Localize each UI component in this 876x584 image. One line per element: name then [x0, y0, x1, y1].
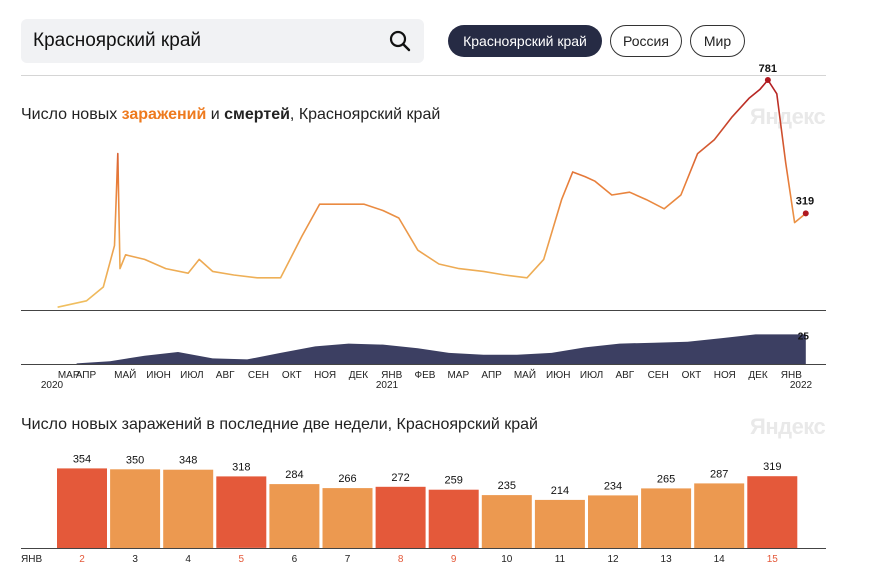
year-label-2021: 2021: [376, 380, 399, 391]
bar-7: [322, 488, 373, 548]
month-tick-15: ИЮН: [546, 370, 571, 381]
bar-tick-7: 7: [345, 554, 351, 565]
month-tick-2: МАЙ: [114, 368, 136, 381]
month-tick-3: ИЮН: [146, 370, 171, 381]
bar-2: [57, 468, 107, 548]
month-tick-0: МАР: [58, 370, 80, 381]
bar-13: [641, 488, 692, 548]
last-marker: [802, 210, 809, 217]
bar-value-6: 284: [285, 469, 303, 481]
month-tick-19: ОКТ: [682, 370, 702, 381]
bar-15: [747, 476, 798, 548]
search-icon[interactable]: [388, 29, 412, 53]
bar-value-5: 318: [232, 461, 250, 473]
title-infections: заражений: [121, 106, 207, 123]
month-tick-5: АВГ: [216, 370, 235, 381]
bar-tick-6: 6: [292, 554, 298, 565]
bar-5: [216, 476, 267, 548]
bar-value-11: 214: [551, 485, 569, 497]
bar-tick-15: 15: [767, 554, 779, 565]
bar-tick-2: 2: [79, 554, 85, 565]
month-tick-18: СЕН: [648, 370, 669, 381]
yandex-watermark-2: Яндекс: [750, 414, 826, 439]
bar-4: [163, 469, 214, 548]
month-tick-7: ОКТ: [282, 370, 302, 381]
month-tick-21: ДЕК: [748, 370, 767, 381]
peak-marker: [764, 77, 771, 83]
month-tick-8: НОЯ: [314, 370, 336, 381]
bar-10: [481, 495, 532, 548]
month-tick-12: МАР: [447, 370, 469, 381]
month-tick-16: ИЮЛ: [580, 370, 603, 381]
bar-6: [269, 484, 320, 548]
bar-tick-11: 11: [555, 554, 566, 565]
region-button-russia[interactable]: Россия: [610, 25, 682, 57]
last-label: 319: [796, 195, 814, 207]
deaths-area: [76, 334, 806, 364]
recent-chart-title: Число новых заражений в последние две не…: [21, 416, 538, 433]
bar-value-3: 350: [126, 454, 144, 466]
bar-tick-13: 13: [661, 554, 673, 565]
month-tick-14: МАЙ: [514, 368, 536, 381]
deaths-last-label: 25: [798, 331, 810, 342]
bar-tick-9: 9: [451, 554, 457, 565]
bar-12: [588, 495, 638, 548]
bar-11: [534, 499, 585, 548]
region-button-krasnoyarsk[interactable]: Красноярский край: [448, 25, 602, 57]
month-tick-4: ИЮЛ: [180, 370, 203, 381]
title-middle: и: [206, 106, 225, 123]
bar-value-13: 265: [657, 473, 675, 485]
bar-9: [428, 489, 479, 548]
bar-value-14: 287: [710, 468, 728, 480]
main-chart-title: Число новых заражений и смертей, Красноя…: [21, 106, 440, 124]
month-tick-17: АВГ: [615, 370, 634, 381]
bar-value-2: 354: [73, 453, 91, 465]
yandex-watermark: Яндекс: [750, 104, 826, 129]
month-tick-22: ЯНВ: [781, 370, 802, 381]
month-tick-20: НОЯ: [714, 370, 736, 381]
bar-value-9: 259: [445, 475, 463, 487]
month-tick-11: ФЕВ: [415, 370, 436, 381]
bar-month-label: ЯНВ: [21, 554, 42, 565]
bar-tick-8: 8: [398, 554, 404, 565]
bar-3: [110, 469, 161, 549]
bar-value-4: 348: [179, 455, 197, 467]
month-tick-13: АПР: [481, 370, 502, 381]
header-divider: [21, 75, 826, 76]
bar-tick-5: 5: [239, 554, 245, 565]
search-input[interactable]: Красноярский край: [33, 30, 201, 51]
bar-8: [375, 486, 426, 548]
bar-value-8: 272: [391, 472, 409, 484]
year-label-2022: 2022: [790, 380, 813, 391]
title-prefix: Число новых: [21, 106, 122, 123]
month-tick-1: АПР: [76, 370, 97, 381]
region-button-world[interactable]: Мир: [690, 25, 745, 57]
bar-value-15: 319: [763, 461, 781, 473]
infections-line: [57, 79, 807, 308]
title-suffix: , Красноярский край: [289, 106, 441, 123]
peak-label: 781: [759, 63, 777, 75]
bar-tick-14: 14: [714, 554, 726, 565]
month-tick-10: ЯНВ: [381, 370, 402, 381]
bar-value-12: 234: [604, 480, 622, 492]
search-box[interactable]: Красноярский край: [21, 19, 424, 63]
bar-tick-10: 10: [501, 554, 513, 565]
month-tick-9: ДЕК: [349, 370, 368, 381]
month-tick-6: СЕН: [248, 370, 269, 381]
bar-tick-3: 3: [132, 554, 138, 565]
bar-tick-4: 4: [185, 554, 191, 565]
year-label-2020: 2020: [41, 380, 64, 391]
bar-value-10: 235: [498, 480, 516, 492]
bar-value-7: 266: [338, 473, 356, 485]
bar-14: [694, 483, 745, 548]
title-deaths: смертей: [224, 106, 290, 123]
bar-tick-12: 12: [607, 554, 619, 565]
